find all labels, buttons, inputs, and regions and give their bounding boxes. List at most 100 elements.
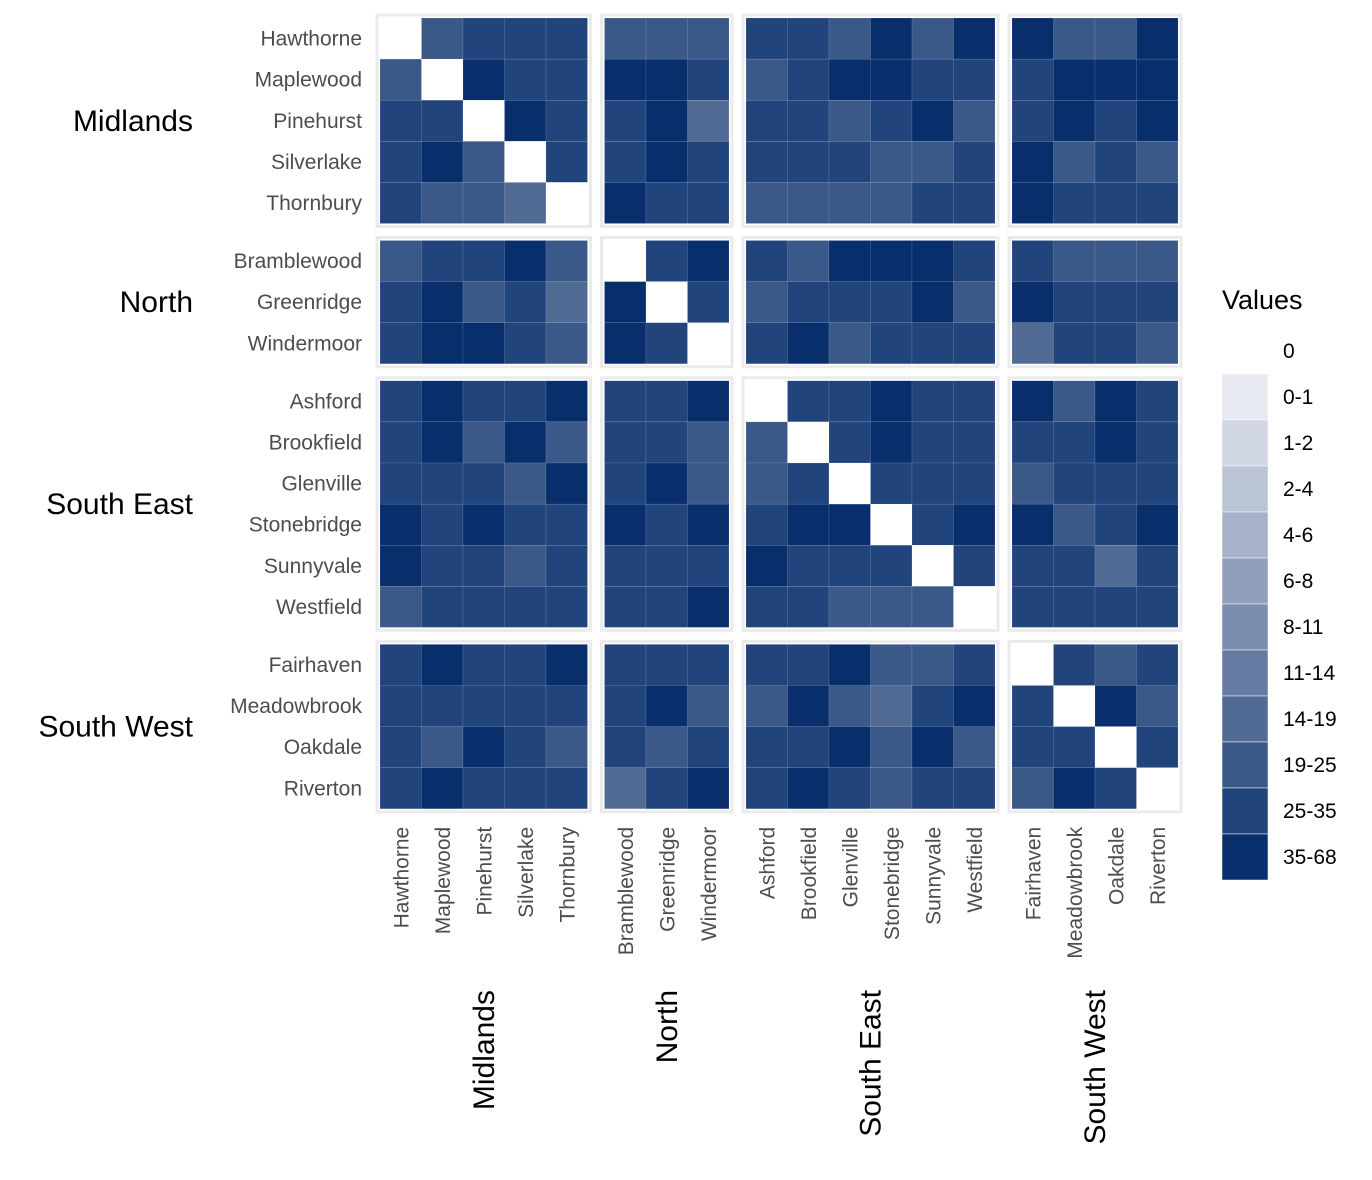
col-label-greenridge: Greenridge [657, 827, 680, 932]
heatmap-cell-westfield-thornbury [545, 586, 588, 628]
heatmap-cell-pinehurst-maplewood [421, 100, 464, 142]
heatmap-cell-meadowbrook-pinehurst [462, 685, 505, 727]
heatmap-cell-pinehurst-sunnyvale [911, 100, 954, 142]
row-label-westfield: Westfield [276, 596, 362, 619]
heatmap-cell-glenville-westfield [953, 462, 996, 505]
heatmap-cell-riverton-westfield [953, 767, 996, 809]
heatmap-cell-pinehurst-fairhaven [1011, 100, 1054, 142]
heatmap-cell-oakdale-greenridge [645, 726, 688, 768]
heatmap-cell-pinehurst-riverton [1136, 100, 1179, 142]
heatmap-cell-maplewood-windermoor [687, 58, 730, 101]
heatmap-cell-pinehurst-meadowbrook [1053, 100, 1096, 142]
col-label-thornbury: Thornbury [557, 826, 580, 922]
heatmap-cell-oakdale-westfield [953, 726, 996, 768]
legend-swatch-25-35 [1221, 787, 1269, 835]
heatmap-cell-bramblewood-maplewood [421, 240, 464, 282]
heatmap-cell-oakdale-brookfield [787, 726, 830, 768]
heatmap-cell-riverton-fairhaven [1011, 767, 1054, 809]
heatmap-cell-meadowbrook-thornbury [545, 685, 588, 727]
heatmap-cell-westfield-sunnyvale [911, 586, 954, 628]
heatmap-cell-brookfield-pinehurst [462, 421, 505, 464]
heatmap-cell-windermoor-oakdale [1094, 322, 1137, 364]
heatmap-cell-sunnyvale-greenridge [645, 545, 688, 587]
heatmap-cell-stonebridge-ashford [745, 503, 788, 546]
heatmap-cell-silverlake-meadowbrook [1053, 141, 1096, 183]
heatmap-cell-ashford-hawthorne [379, 380, 422, 423]
heatmap-cell-westfield-riverton [1136, 586, 1179, 628]
heatmap-cell-hawthorne-maplewood [421, 17, 464, 60]
heatmap-cell-windermoor-greenridge [645, 322, 688, 364]
heatmap-cell-thornbury-bramblewood [604, 182, 647, 224]
heatmap-cell-fairhaven-fairhaven [1011, 644, 1054, 686]
legend-label-14-19: 14-19 [1283, 708, 1337, 731]
col-label-windermoor: Windermoor [698, 827, 721, 941]
heatmap-cell-oakdale-maplewood [421, 726, 464, 768]
heatmap-cell-oakdale-meadowbrook [1053, 726, 1096, 768]
heatmap-cell-riverton-meadowbrook [1053, 767, 1096, 809]
heatmap-cell-ashford-stonebridge [870, 380, 913, 423]
heatmap-cell-ashford-glenville [828, 380, 871, 423]
heatmap-cell-westfield-meadowbrook [1053, 586, 1096, 628]
heatmap-cell-bramblewood-thornbury [545, 240, 588, 282]
heatmap-cell-maplewood-silverlake [504, 58, 547, 101]
heatmap-cell-maplewood-thornbury [545, 58, 588, 101]
heatmap-cell-meadowbrook-silverlake [504, 685, 547, 727]
heatmap-cell-silverlake-fairhaven [1011, 141, 1054, 183]
heatmap-cell-greenridge-fairhaven [1011, 281, 1054, 323]
heatmap-cell-oakdale-oakdale [1094, 726, 1137, 768]
heatmap-cell-oakdale-riverton [1136, 726, 1179, 768]
legend-label-25-35: 25-35 [1283, 800, 1337, 823]
heatmap-cell-ashford-maplewood [421, 380, 464, 423]
heatmap-cell-silverlake-oakdale [1094, 141, 1137, 183]
heatmap-cell-meadowbrook-bramblewood [604, 685, 647, 727]
heatmap-cell-windermoor-bramblewood [604, 322, 647, 364]
row-label-ashford: Ashford [290, 390, 362, 413]
heatmap-cell-greenridge-greenridge [645, 281, 688, 323]
col-label-ashford: Ashford [757, 827, 780, 899]
heatmap-cell-brookfield-brookfield [787, 421, 830, 464]
heatmap-cell-silverlake-sunnyvale [911, 141, 954, 183]
heatmap-cell-bramblewood-windermoor [687, 240, 730, 282]
heatmap-cell-maplewood-stonebridge [870, 58, 913, 101]
heatmap-cell-sunnyvale-thornbury [545, 545, 588, 587]
heatmap-cell-oakdale-bramblewood [604, 726, 647, 768]
legend-label-0-1: 0-1 [1283, 386, 1313, 409]
heatmap-cell-silverlake-silverlake [504, 141, 547, 183]
heatmap-cell-westfield-stonebridge [870, 586, 913, 628]
heatmap-cell-hawthorne-stonebridge [870, 17, 913, 60]
heatmap-cell-greenridge-sunnyvale [911, 281, 954, 323]
heatmap-cell-brookfield-westfield [953, 421, 996, 464]
heatmap-cell-sunnyvale-silverlake [504, 545, 547, 587]
heatmap-cell-silverlake-riverton [1136, 141, 1179, 183]
heatmap-cell-maplewood-bramblewood [604, 58, 647, 101]
heatmap-cell-pinehurst-hawthorne [379, 100, 422, 142]
heatmap-cell-maplewood-oakdale [1094, 58, 1137, 101]
heatmap-cell-glenville-stonebridge [870, 462, 913, 505]
heatmap-cell-sunnyvale-glenville [828, 545, 871, 587]
row-label-maplewood: Maplewood [255, 69, 362, 92]
heatmap-cell-westfield-windermoor [687, 586, 730, 628]
col-label-fairhaven: Fairhaven [1023, 827, 1046, 920]
heatmap-cell-sunnyvale-meadowbrook [1053, 545, 1096, 587]
heatmap-cell-ashford-meadowbrook [1053, 380, 1096, 423]
heatmap-cell-hawthorne-windermoor [687, 17, 730, 60]
legend-swatch-8-11 [1221, 603, 1269, 651]
heatmap-cell-hawthorne-brookfield [787, 17, 830, 60]
heatmap-cell-fairhaven-maplewood [421, 644, 464, 686]
heatmap-cell-pinehurst-greenridge [645, 100, 688, 142]
col-group-label-midlands: Midlands [468, 990, 501, 1110]
heatmap-cell-bramblewood-oakdale [1094, 240, 1137, 282]
heatmap-cell-sunnyvale-westfield [953, 545, 996, 587]
heatmap-cell-sunnyvale-maplewood [421, 545, 464, 587]
heatmap-cell-oakdale-glenville [828, 726, 871, 768]
col-label-glenville: Glenville [840, 827, 863, 908]
heatmap-cell-westfield-fairhaven [1011, 586, 1054, 628]
heatmap-cell-ashford-brookfield [787, 380, 830, 423]
heatmap-cell-meadowbrook-sunnyvale [911, 685, 954, 727]
heatmap-cell-windermoor-pinehurst [462, 322, 505, 364]
heatmap-cell-brookfield-glenville [828, 421, 871, 464]
heatmap-cell-thornbury-meadowbrook [1053, 182, 1096, 224]
heatmap-cell-stonebridge-greenridge [645, 503, 688, 546]
heatmap-cell-thornbury-glenville [828, 182, 871, 224]
heatmap-cell-bramblewood-greenridge [645, 240, 688, 282]
